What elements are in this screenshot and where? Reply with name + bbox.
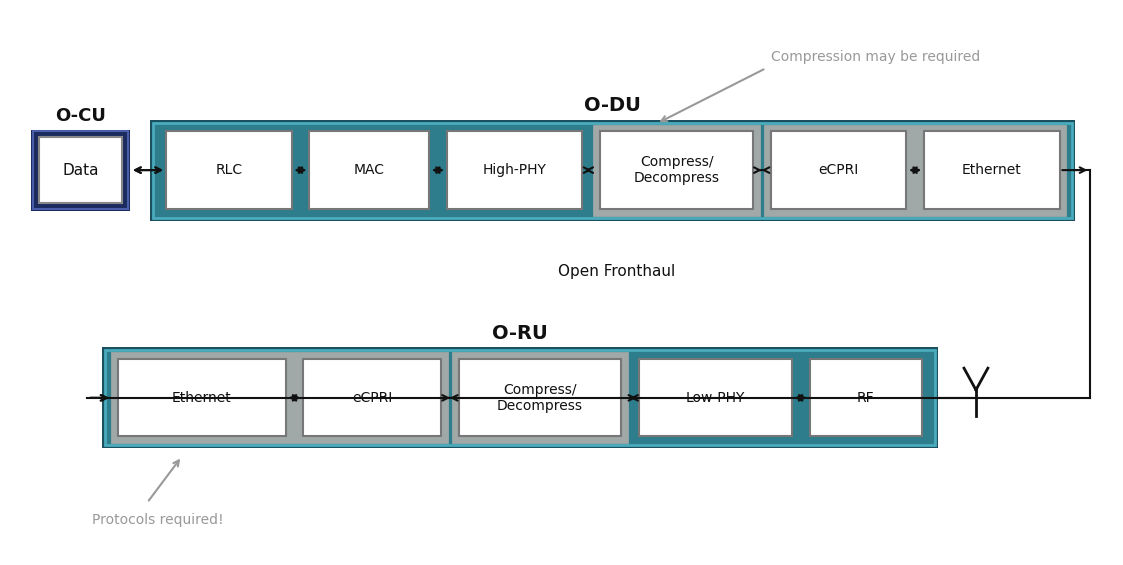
Text: eCPRI: eCPRI xyxy=(353,391,392,405)
Bar xyxy=(453,353,628,442)
Text: Protocols required!: Protocols required! xyxy=(92,512,223,527)
Bar xyxy=(310,132,429,208)
Text: O-DU: O-DU xyxy=(584,96,641,115)
Bar xyxy=(303,359,441,437)
Bar xyxy=(770,132,906,208)
Text: Data: Data xyxy=(62,163,99,177)
Text: Compress/
Decompress: Compress/ Decompress xyxy=(633,155,720,185)
Bar xyxy=(102,347,938,449)
Bar xyxy=(166,132,292,208)
Text: RLC: RLC xyxy=(216,163,243,177)
Bar xyxy=(924,132,1059,208)
Text: eCPRI: eCPRI xyxy=(819,163,858,177)
Text: RF: RF xyxy=(857,391,875,405)
Bar xyxy=(33,132,128,208)
Bar xyxy=(594,125,759,215)
Text: Compress/
Decompress: Compress/ Decompress xyxy=(497,383,583,413)
Bar xyxy=(453,353,628,442)
Bar xyxy=(810,359,922,437)
Bar xyxy=(765,125,1066,215)
Bar xyxy=(601,132,752,208)
Bar xyxy=(594,125,759,215)
Text: MAC: MAC xyxy=(354,163,385,177)
Bar xyxy=(765,125,1066,215)
Text: Ethernet: Ethernet xyxy=(172,391,231,405)
Bar xyxy=(112,353,447,442)
Bar xyxy=(153,123,1072,218)
Bar xyxy=(447,132,583,208)
Text: O-CU: O-CU xyxy=(55,107,106,125)
Bar xyxy=(106,350,935,445)
Text: High-PHY: High-PHY xyxy=(483,163,547,177)
Bar xyxy=(30,129,130,211)
Text: Open Fronthaul: Open Fronthaul xyxy=(558,264,675,279)
Bar xyxy=(38,137,122,203)
Text: Ethernet: Ethernet xyxy=(962,163,1022,177)
Text: Low-PHY: Low-PHY xyxy=(686,391,746,405)
Bar xyxy=(639,359,792,437)
Bar xyxy=(459,359,621,437)
Bar xyxy=(112,353,447,442)
Bar xyxy=(150,120,1076,220)
Text: Compression may be required: Compression may be required xyxy=(772,50,980,64)
Text: O-RU: O-RU xyxy=(492,324,548,343)
Bar xyxy=(118,359,285,437)
